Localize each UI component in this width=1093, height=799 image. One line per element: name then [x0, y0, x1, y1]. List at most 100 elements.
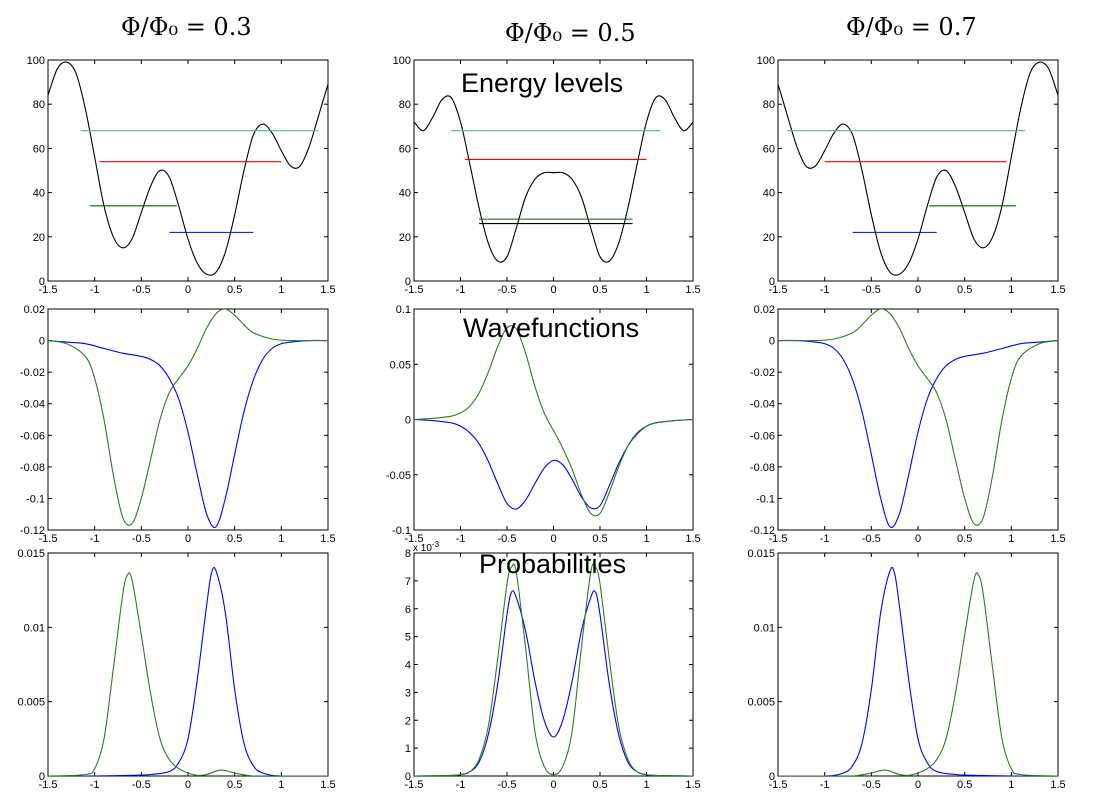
y-tick-label: 0 — [39, 276, 45, 288]
x-tick-label: -1 — [820, 779, 830, 791]
y-tick-label: -0.02 — [20, 367, 45, 379]
x-tick-label: -0.5 — [498, 533, 517, 545]
y-tick-label: 0 — [769, 276, 775, 288]
y-tick-label: 6 — [405, 604, 411, 616]
axis-frame — [47, 59, 329, 282]
y-tick-label: 20 — [763, 232, 775, 244]
plot-area — [48, 61, 328, 276]
x-tick-label: 1.5 — [1050, 779, 1065, 791]
axis-frame — [777, 59, 1059, 282]
y-tick-label: 60 — [33, 143, 45, 155]
panel-wave-0.3: -1.5 -1 -0.5 0 0.5 1 1.5 -0.12 -0.1 -0.08 -0.06 -0.… — [20, 304, 336, 545]
y-tick-label: 4 — [405, 660, 411, 672]
y-tick-label: 0.1 — [396, 304, 411, 316]
potential-curve — [414, 95, 693, 263]
y-tick-label: 2 — [405, 715, 411, 727]
x-tick-label: -0.5 — [132, 284, 151, 296]
y-tick-label: -0.06 — [750, 430, 775, 442]
y-tick-label: 0.02 — [754, 304, 775, 316]
y-tick-label: -0.04 — [20, 399, 45, 411]
x-tick-label: -1.5 — [769, 533, 788, 545]
column-titles: Φ/Φ₀ = 0.3 Φ/Φ₀ = 0.5 Φ/Φ₀ = 0.7 — [121, 13, 977, 47]
x-tick-label: 1.5 — [320, 284, 335, 296]
x-tick-label: 0.5 — [957, 779, 972, 791]
x-tick-label: -1 — [456, 284, 466, 296]
x-tick-label: 0 — [915, 779, 921, 791]
y-tick-label: 8 — [405, 548, 411, 560]
x-tick-label: 1.5 — [1050, 284, 1065, 296]
x-tick-label: 0 — [185, 779, 191, 791]
y-tick-label: 80 — [33, 99, 45, 111]
x-tick-label: -1 — [820, 533, 830, 545]
column-title-0.3: Φ/Φ₀ = 0.3 — [121, 13, 252, 41]
x-tick-label: 1.5 — [320, 533, 335, 545]
x-tick-label: -1 — [90, 779, 100, 791]
plot-area — [414, 325, 693, 517]
plot-area — [414, 95, 693, 263]
x-tick-label: 1 — [278, 284, 284, 296]
x-tick-label: -1.5 — [405, 779, 424, 791]
y-tick-label: 80 — [763, 99, 775, 111]
y-tick-label: 0.01 — [754, 622, 775, 634]
x-tick-label: 1 — [643, 284, 649, 296]
plot-area — [778, 566, 1058, 776]
x-tick-label: 0.5 — [957, 533, 972, 545]
x-tick-label: 0.5 — [592, 533, 607, 545]
y-tick-label: 0.05 — [390, 359, 411, 371]
x-tick-label: 1 — [278, 533, 284, 545]
row-labels: Energy levels Wavefunctions Probabilitie… — [461, 68, 639, 579]
x-tick-label: 1 — [278, 779, 284, 791]
y-tick-label: 40 — [399, 188, 411, 200]
x-tick-label: 0.5 — [592, 284, 607, 296]
row-label-energy: Energy levels — [461, 68, 623, 98]
series-curve — [48, 572, 328, 776]
y-tick-label: -0.04 — [750, 399, 775, 411]
x-tick-label: -1.5 — [769, 779, 788, 791]
y-tick-label: -0.06 — [20, 430, 45, 442]
y-tick-label: 0 — [39, 336, 45, 348]
y-tick-label: 0 — [769, 771, 775, 783]
axis-frame — [47, 552, 329, 777]
y-tick-label: -0.12 — [750, 525, 775, 537]
series-curve — [778, 566, 1058, 776]
x-tick-label: -0.5 — [132, 533, 151, 545]
x-tick-label: 0 — [915, 284, 921, 296]
x-tick-label: -1.5 — [39, 779, 58, 791]
x-tick-label: 1 — [1008, 284, 1014, 296]
column-title-0.7: Φ/Φ₀ = 0.7 — [846, 13, 977, 41]
plot-area — [778, 61, 1058, 276]
y-tick-label: 1 — [405, 743, 411, 755]
x-tick-label: -1 — [820, 284, 830, 296]
y-multiplier-label: x 10-3 — [413, 540, 440, 554]
axis-frame — [777, 552, 1059, 777]
x-tick-label: -0.5 — [862, 779, 881, 791]
x-tick-label: 0 — [550, 779, 556, 791]
panel-energy-0.5: -1.5 -1 -0.5 0 0.5 1 1.5 0 20 40 60 80 100 — [393, 55, 701, 296]
plot-area — [48, 566, 328, 776]
panel-energy-0.7: -1.5 -1 -0.5 0 0.5 1 1.5 0 20 40 60 80 100 — [757, 55, 1066, 296]
x-tick-label: 0 — [915, 533, 921, 545]
y-tick-label: 0.015 — [747, 548, 775, 560]
y-tick-label: 80 — [399, 99, 411, 111]
x-tick-label: -1 — [90, 533, 100, 545]
x-tick-label: 1.5 — [685, 779, 700, 791]
y-tick-label: 0 — [405, 771, 411, 783]
x-tick-label: 0.5 — [592, 779, 607, 791]
series-curve — [48, 566, 328, 776]
y-tick-label: 40 — [33, 188, 45, 200]
y-tick-label: -0.1 — [756, 493, 775, 505]
x-tick-label: -0.5 — [498, 779, 517, 791]
x-tick-label: 1.5 — [320, 779, 335, 791]
y-tick-label: 20 — [33, 232, 45, 244]
x-tick-label: 0 — [550, 533, 556, 545]
x-tick-label: -0.5 — [862, 284, 881, 296]
y-tick-label: 100 — [27, 55, 45, 67]
row-label-wavefunctions: Wavefunctions — [463, 313, 639, 343]
series-curve — [778, 339, 1058, 528]
x-tick-label: 0 — [550, 284, 556, 296]
y-tick-label: 0.01 — [24, 622, 45, 634]
panel-wave-0.5: -1.5 -1 -0.5 0 0.5 1 1.5 -0.1 -0.05 0 0.05 0.1 — [386, 304, 701, 545]
panel-prob-0.5: -1.5 -1 -0.5 0 0.5 1 1.5 0 1 2 3 4 5 6 7 8 x 10-3 — [405, 540, 701, 791]
